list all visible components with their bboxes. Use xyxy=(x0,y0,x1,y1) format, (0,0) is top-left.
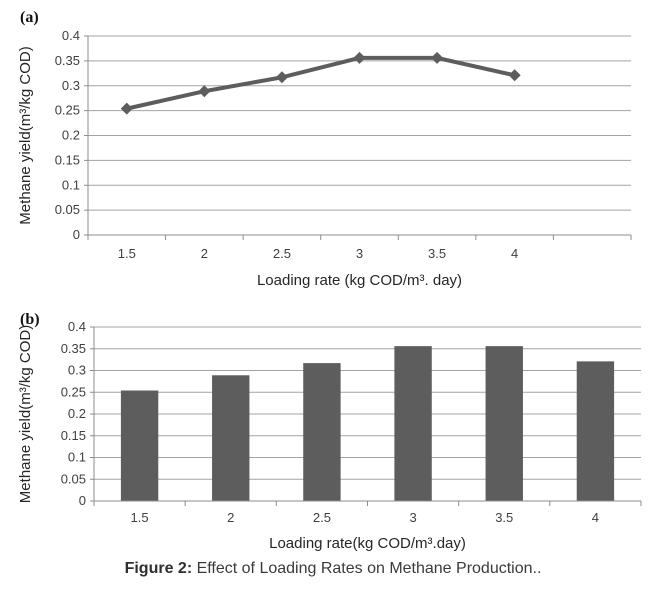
y-tick-label: 0.15 xyxy=(55,152,80,167)
y-axis-title: Methane yield(m³/kg COD) xyxy=(17,325,34,503)
line-series xyxy=(126,55,516,111)
y-tick-label: 0.1 xyxy=(68,450,86,465)
bar xyxy=(485,346,523,501)
x-tick-label: 2 xyxy=(201,246,208,261)
x-tick-label: 3 xyxy=(356,246,363,261)
y-axis-title: Methane yield(m³/kg COD) xyxy=(17,46,34,224)
x-tick-label: 4 xyxy=(511,246,518,261)
bar xyxy=(120,390,159,501)
x-tick-label: 3.5 xyxy=(428,246,446,261)
diamond-marker xyxy=(275,71,288,84)
y-tick-label: 0.05 xyxy=(61,471,86,486)
x-tick-label: 3 xyxy=(409,510,416,525)
y-tick-label: 0.1 xyxy=(62,177,80,192)
bar xyxy=(212,375,250,501)
diamond-marker xyxy=(120,102,133,115)
y-tick-label: 0.05 xyxy=(55,202,80,217)
figure-caption: Figure 2: Effect of Loading Rates on Met… xyxy=(0,560,666,578)
x-tick-label: 2.5 xyxy=(313,510,331,525)
diamond-marker xyxy=(431,51,444,64)
x-tick-label: 3.5 xyxy=(495,510,513,525)
x-tick-label: 2.5 xyxy=(273,246,291,261)
y-tick-label: 0.15 xyxy=(61,428,86,443)
x-tick-label: 1.5 xyxy=(118,246,136,261)
caption-text: Effect of Loading Rates on Methane Produ… xyxy=(192,560,542,577)
panel-label: (a) xyxy=(20,9,39,26)
y-tick-label: 0.25 xyxy=(55,103,80,118)
x-tick-label: 4 xyxy=(592,510,599,525)
bar xyxy=(394,346,432,501)
diamond-marker xyxy=(508,69,521,82)
caption-label: Figure 2: xyxy=(124,560,193,577)
line-chart-a: 0 0.05 0.1 0.15 0.2 0.25 0.3 0.35 0.4 1.5 2 2.5 3 3.5… xyxy=(17,9,632,289)
x-tick-label: 2 xyxy=(227,510,234,525)
diamond-marker xyxy=(353,51,366,64)
y-tick-label: 0.35 xyxy=(61,341,86,356)
diamond-marker xyxy=(198,85,211,98)
y-tick-label: 0 xyxy=(73,227,80,242)
y-tick-label: 0.2 xyxy=(62,128,80,143)
x-axis-title: Loading rate (kg COD/m³. day) xyxy=(257,272,462,289)
y-tick-label: 0.2 xyxy=(68,406,86,421)
bar-chart-b: 0 0.05 0.1 0.15 0.2 0.25 0.3 0.35 0.4 1.5 2 2.5 3 3.5… xyxy=(17,311,642,552)
x-tick-label: 1.5 xyxy=(131,510,149,525)
y-tick-label: 0.35 xyxy=(55,53,80,68)
y-tick-label: 0.25 xyxy=(61,384,86,399)
y-tick-label: 0.4 xyxy=(62,28,80,43)
x-axis-title: Loading rate(kg COD/m³.day) xyxy=(269,535,466,552)
bar xyxy=(303,363,341,501)
y-tick-label: 0.4 xyxy=(68,319,86,334)
panel-label: (b) xyxy=(20,311,40,328)
y-tick-label: 0 xyxy=(79,493,86,508)
y-tick-label: 0.3 xyxy=(68,363,86,378)
bar xyxy=(576,361,615,501)
y-tick-label: 0.3 xyxy=(62,78,80,93)
